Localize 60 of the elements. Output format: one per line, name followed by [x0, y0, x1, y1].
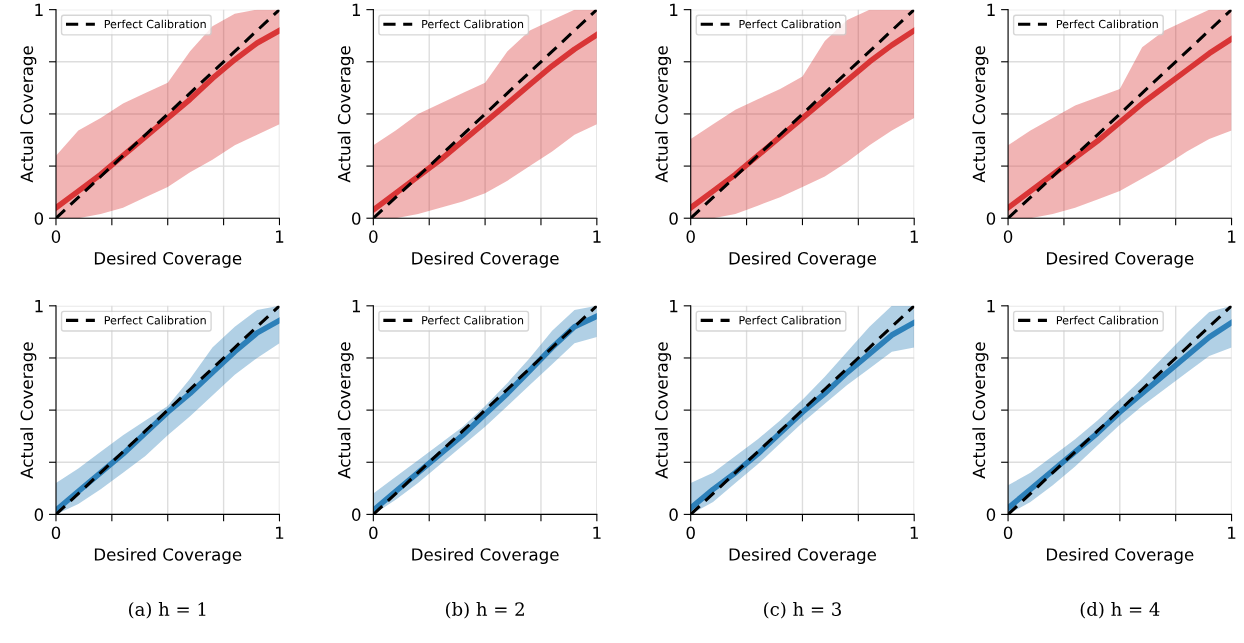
x-tick-label: 1 — [276, 526, 284, 539]
x-axis-title: Desired Coverage — [729, 251, 876, 268]
x-tick-label: 1 — [276, 230, 284, 243]
y-tick-label: 1 — [352, 3, 360, 16]
x-tick-label: 1 — [1228, 230, 1236, 243]
x-tick-label: 1 — [593, 230, 601, 243]
x-tick-label: 0 — [1003, 230, 1013, 243]
text: (c) h = 3 — [764, 602, 841, 619]
y-tick-label: 1 — [987, 3, 995, 16]
x-tick-label: 0 — [369, 230, 378, 243]
y-tick-label: 0 — [986, 508, 996, 521]
legend-label: Perfect Calibration — [739, 315, 841, 325]
x-axis-title: Desired Coverage — [1047, 547, 1194, 565]
y-tick-label: 0 — [669, 508, 678, 521]
y-axis-title: Actual Coverage — [972, 46, 989, 183]
x-tick-label: 1 — [910, 230, 918, 243]
x-tick-label: 1 — [910, 526, 918, 539]
y-tick-label: 0 — [34, 508, 44, 521]
y-axis-title: Actual Coverage — [654, 342, 672, 479]
text: (b) h = 2 — [445, 602, 524, 619]
y-tick-label: 1 — [35, 300, 43, 313]
y-tick-label: 0 — [34, 212, 44, 225]
y-tick-label: 0 — [352, 212, 361, 225]
x-axis-title: Desired Coverage — [412, 547, 559, 565]
y-tick-label: 1 — [670, 300, 678, 313]
x-axis-title: Desired Coverage — [412, 251, 559, 268]
y-axis-title: Actual Coverage — [20, 342, 37, 479]
x-axis-title: Desired Coverage — [94, 251, 242, 268]
y-tick-label: 1 — [670, 3, 678, 16]
x-tick-label: 0 — [686, 230, 695, 243]
legend-label: Perfect Calibration — [1056, 19, 1158, 29]
legend-label: Perfect Calibration — [422, 19, 524, 29]
x-axis-title: Desired Coverage — [729, 547, 876, 565]
x-tick-label: 0 — [51, 526, 61, 540]
legend-label: Perfect Calibration — [422, 315, 524, 325]
y-axis-title: Actual Coverage — [337, 342, 354, 479]
y-axis-title: Actual Coverage — [654, 46, 672, 183]
x-tick-label: 0 — [1003, 526, 1013, 540]
y-axis-title: Actual Coverage — [337, 46, 354, 183]
x-axis-title: Desired Coverage — [1047, 251, 1194, 268]
y-axis-title: Actual Coverage — [972, 342, 989, 479]
y-tick-label: 1 — [987, 300, 995, 313]
x-tick-label: 0 — [369, 526, 378, 540]
text: (d) h = 4 — [1080, 602, 1160, 619]
y-tick-label: 0 — [986, 212, 996, 225]
y-tick-label: 1 — [35, 3, 43, 16]
legend-label: Perfect Calibration — [104, 19, 206, 29]
y-tick-label: 0 — [669, 212, 678, 225]
x-axis-title: Desired Coverage — [94, 547, 242, 565]
x-tick-label: 1 — [1228, 526, 1236, 539]
x-tick-label: 1 — [593, 526, 601, 539]
x-tick-label: 0 — [51, 230, 61, 243]
legend-label: Perfect Calibration — [1056, 315, 1158, 325]
text: (a) h = 1 — [129, 602, 206, 619]
x-tick-label: 0 — [686, 526, 695, 540]
legend-label: Perfect Calibration — [104, 315, 206, 325]
y-tick-label: 0 — [352, 508, 361, 521]
y-tick-label: 1 — [352, 300, 360, 313]
legend-label: Perfect Calibration — [739, 19, 841, 29]
y-axis-title: Actual Coverage — [20, 46, 37, 183]
